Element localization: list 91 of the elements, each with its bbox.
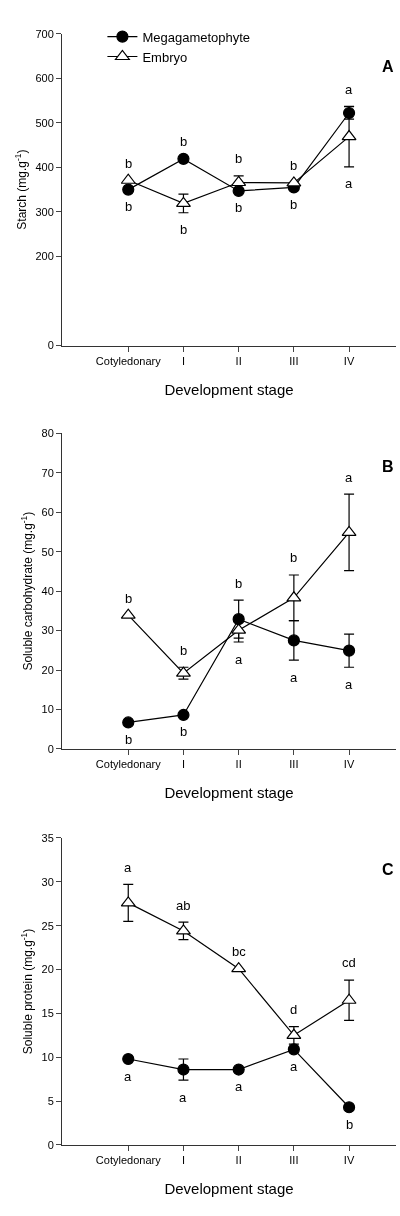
x-tick-label: II [235, 354, 242, 367]
y-tick-label: 600 [35, 72, 54, 85]
x-tick-label: I [181, 1154, 185, 1167]
y-tick-label: 50 [41, 545, 54, 558]
annotation: A [382, 58, 394, 75]
point [232, 184, 245, 198]
y-tick-label: 300 [35, 205, 54, 218]
point [122, 716, 135, 729]
annotation: ab [176, 898, 191, 913]
x-tick-label: I [181, 758, 185, 771]
annotation: cd [342, 955, 356, 970]
point [232, 1063, 245, 1076]
x-tick-label: I [181, 354, 185, 367]
x-tick-label: II [235, 1154, 242, 1167]
annotation: b [290, 158, 298, 173]
y-tick-label: 70 [41, 466, 54, 479]
annotation: b [290, 197, 298, 212]
annotation: a [235, 1079, 243, 1094]
x-tick-label: Cotyledonary [95, 758, 162, 771]
x-tick-label: III [289, 1154, 299, 1167]
annotation: a [235, 652, 243, 667]
annotation: b [180, 643, 188, 658]
x-tick-label: Cotyledonary [95, 354, 162, 367]
annotation: b [235, 151, 243, 166]
point [122, 183, 135, 196]
x-tick-label: IV [343, 758, 355, 771]
annotation: a [179, 1090, 187, 1105]
annotation: d [290, 1002, 298, 1017]
y-tick-label: 20 [41, 963, 54, 976]
annotation: a [124, 1069, 132, 1084]
point [177, 708, 190, 722]
annotation: b [290, 550, 298, 565]
annotation: a [290, 1059, 298, 1074]
y-tick-label: 10 [41, 1051, 54, 1064]
point [342, 1101, 356, 1114]
annotation: a [345, 82, 353, 97]
legend-label: Embryo [142, 49, 188, 65]
annotation: b [125, 732, 133, 747]
annotation: b [125, 591, 133, 606]
annotation: a [345, 176, 353, 191]
y-tick-label: 35 [41, 831, 54, 844]
y-tick-label: 5 [47, 1094, 54, 1107]
annotation: b [125, 199, 133, 214]
point [287, 1043, 300, 1056]
annotation: a [290, 670, 298, 685]
y-tick-label: 0 [47, 742, 54, 755]
y-tick-label: 40 [41, 584, 54, 597]
x-tick-label: IV [343, 354, 355, 367]
annotation: b [235, 576, 243, 591]
annotation: b [235, 200, 243, 215]
annotation: a [124, 860, 132, 875]
y-tick-label: 0 [47, 339, 54, 352]
y-tick-label: 30 [41, 875, 54, 888]
point [122, 1052, 135, 1066]
point [287, 634, 300, 647]
y-tick-label: 25 [41, 919, 54, 932]
point [177, 152, 190, 165]
annotation: a [345, 470, 353, 485]
y-tick-label: 10 [41, 703, 54, 716]
y-tick-label: 400 [35, 161, 54, 174]
point [342, 644, 356, 657]
x-tick-label: Cotyledonary [95, 1154, 162, 1167]
annotation: bc [232, 944, 247, 959]
point [232, 613, 245, 626]
y-tick-label: 200 [35, 250, 54, 263]
annotation: b [180, 724, 188, 739]
annotation: B [382, 458, 394, 475]
y-tick-label: 20 [41, 663, 54, 676]
x-axis-title: Development stage [164, 1180, 294, 1198]
annotation: b [125, 156, 133, 171]
point [177, 1063, 190, 1076]
annotation: C [382, 861, 394, 878]
x-tick-label: III [289, 354, 299, 367]
y-tick-label: 60 [41, 506, 54, 519]
y-tick-label: 30 [41, 624, 54, 637]
annotation: b [346, 1117, 354, 1132]
x-axis-title: Development stage [164, 380, 294, 398]
annotation: a [345, 677, 353, 692]
y-tick-label: 80 [41, 427, 54, 440]
y-tick-label: 700 [35, 27, 54, 40]
point [175, 196, 191, 208]
legend-label: Megagametophyte [142, 29, 251, 45]
y-tick-label: 0 [47, 1138, 54, 1151]
y-tick-label: 15 [41, 1007, 54, 1020]
annotation: b [180, 222, 188, 237]
x-tick-label: IV [343, 1154, 355, 1167]
annotation: b [180, 134, 188, 149]
x-axis-title: Development stage [164, 784, 294, 802]
y-tick-label: 500 [35, 116, 54, 129]
x-tick-label: III [289, 758, 299, 771]
x-tick-label: II [235, 758, 242, 771]
